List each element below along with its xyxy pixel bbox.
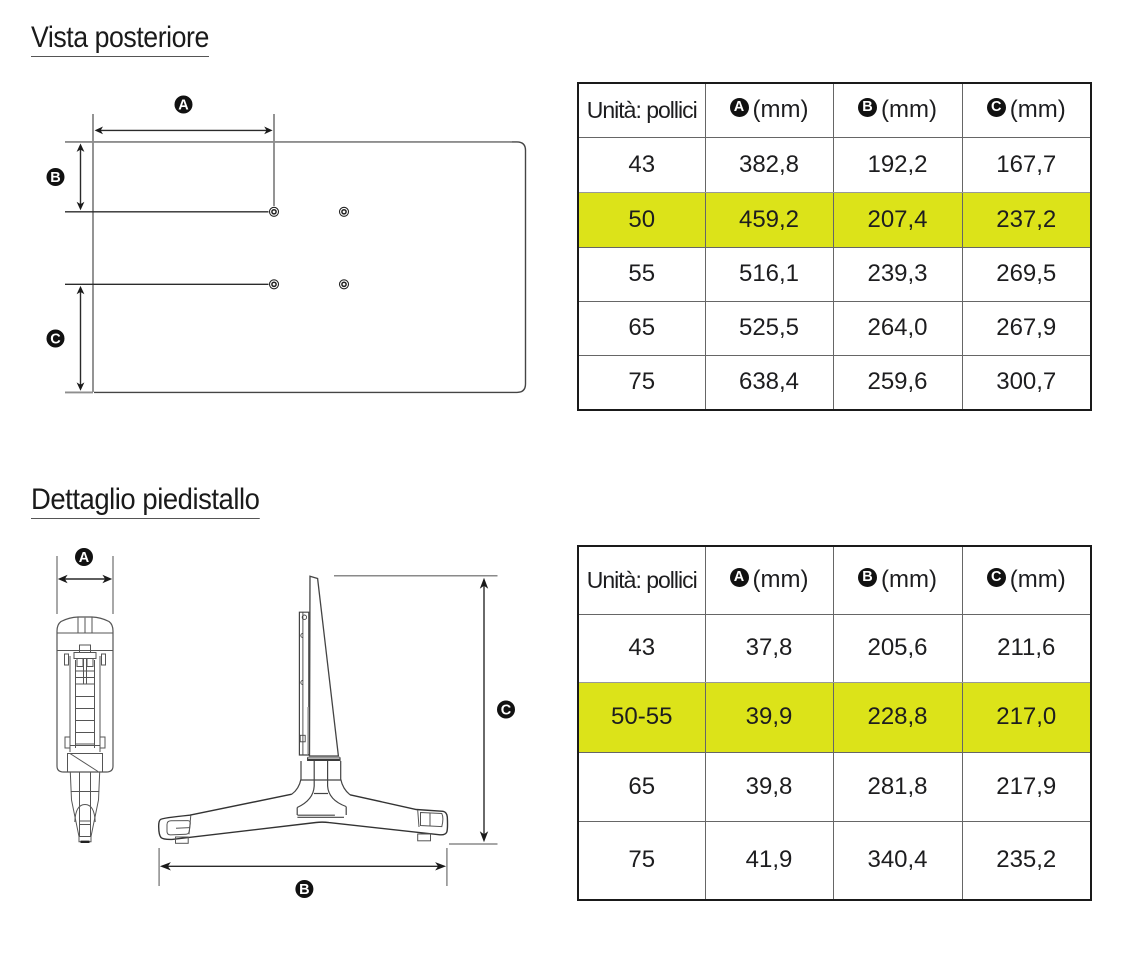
svg-text:B: B	[299, 882, 309, 898]
svg-text:B: B	[50, 170, 60, 186]
svg-text:C: C	[501, 703, 512, 719]
svg-text:A: A	[178, 98, 189, 114]
svg-text:A: A	[79, 550, 90, 566]
svg-text:C: C	[50, 332, 61, 348]
